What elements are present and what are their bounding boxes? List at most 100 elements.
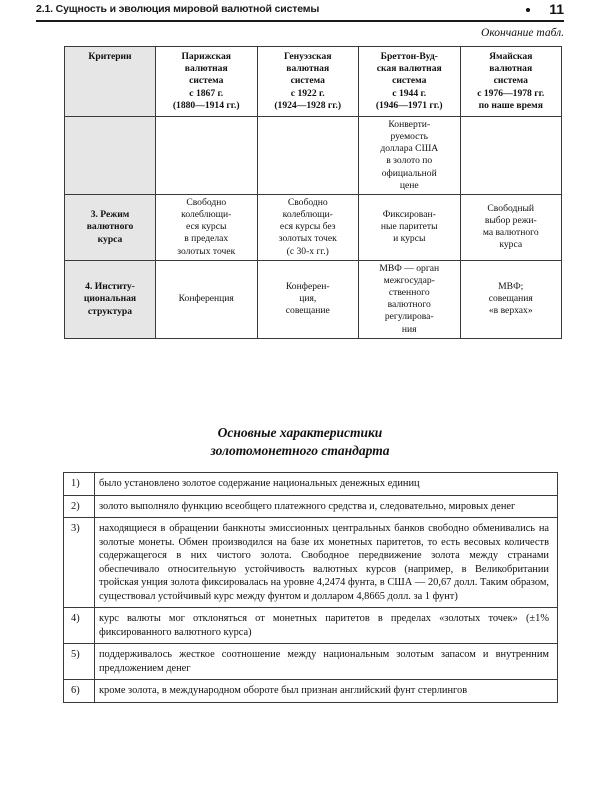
cell-line: совещания	[488, 293, 533, 305]
table-cell: Конверти-руемость доллара США в золото по о…	[358, 115, 461, 195]
cell-line: ция,	[299, 293, 317, 305]
cell-line: еся курсы без	[279, 221, 336, 233]
column-header-criteria: Критерии	[64, 46, 156, 117]
cell-line: золотых точек	[177, 245, 236, 257]
list-item-number: 3)	[63, 517, 95, 609]
table-header-row: Критерии Парижская валютная система с 1867 …	[64, 46, 562, 117]
list-item-text: золото выполняло функцию всеобщего плате…	[94, 494, 558, 519]
characteristics-heading-line-2: золотомонетного стандарта	[210, 443, 390, 459]
cell-line: ственного	[388, 287, 430, 299]
cell-line: колеблющи-	[181, 209, 232, 221]
cell-line: Фиксирован-	[382, 209, 436, 221]
list-item: 6) кроме золота, в международном обороте …	[63, 679, 558, 703]
list-item-text: поддерживалось жесткое соотношение между…	[94, 643, 558, 681]
column-header-jamaica: Ямайская валютная система с 1976—1978 гг. по…	[459, 46, 562, 117]
characteristics-heading: Основные характеристики золотомонетного …	[0, 424, 600, 460]
cell-line: (1946—1971 гг.)	[375, 99, 443, 111]
table-row: Конверти-руемость доллара США в золото по о…	[64, 115, 562, 195]
table-continuation-note: Окончание табл.	[481, 27, 564, 39]
cell-line: Конференция	[178, 293, 234, 305]
list-item-number: 4)	[63, 607, 95, 645]
cell-line: выбор режи-	[484, 215, 537, 227]
gold-standard-characteristics-list: 1) было установлено золотое содержание на…	[63, 472, 558, 703]
cell-line: ская валютная	[376, 63, 442, 75]
cell-line: руемость	[390, 131, 429, 143]
cell-line: (1924—1928 гг.)	[274, 99, 342, 111]
cell-line: курса	[499, 239, 523, 251]
cell-line: и курсы	[393, 233, 426, 245]
list-item-text: было установлено золотое содержание наци…	[94, 472, 558, 496]
cell-line: по наше время	[478, 99, 543, 111]
table-cell: Конференция	[155, 259, 258, 339]
cell-line: с 1922 г.	[290, 87, 325, 99]
cell-line: еся курсы	[186, 221, 227, 233]
cell-line: 4. Институ-	[85, 280, 135, 292]
cell-line: валютного	[387, 299, 431, 311]
cell-line: официальной	[381, 167, 437, 179]
cell-line: (с 30-х гг.)	[286, 245, 329, 257]
table-cell: Свободно колеблющи-еся курсы без золотых т…	[256, 193, 359, 261]
list-item-text: курс валюты мог отклоняться от монетных …	[94, 607, 558, 645]
characteristics-list-body: 1) было установлено золотое содержание на…	[63, 472, 558, 703]
cell-line: ния	[401, 323, 417, 335]
header-rule	[36, 20, 564, 22]
cell-line: Конверти-	[388, 118, 431, 130]
cell-line: доллара США	[380, 143, 439, 155]
column-header-genoa: Генуэзская валютная система с 1922 г. (1924—…	[256, 46, 359, 117]
list-item: 2) золото выполняло функцию всеобщего пла…	[63, 494, 558, 519]
cell-line: система	[493, 75, 528, 87]
cell-line: ма валютного	[482, 227, 539, 239]
cell-line: золотых точек	[278, 233, 337, 245]
table-cell: Фиксирован-ные паритеты и курсы	[358, 193, 461, 261]
cell-line: в пределах	[184, 233, 229, 245]
table-cell: Свободный выбор режи-ма валютного курса	[459, 193, 562, 261]
list-item-text: находящиеся в обращении банкноты эмиссио…	[94, 517, 558, 609]
cell-line: в золото по	[386, 155, 433, 167]
cell-line: Критерии	[88, 51, 132, 62]
cell-line: Генуэзская	[283, 51, 332, 62]
page-number: 11	[549, 1, 564, 17]
cell-line: 3. Режим	[90, 208, 130, 220]
cell-line: Бреттон-Вуд-	[380, 51, 438, 62]
list-item: 1) было установлено золотое содержание на…	[63, 472, 558, 496]
cell-line: с 1944 г.	[392, 87, 427, 99]
header-bullet-icon	[526, 8, 530, 12]
table-row: 4. Институ-циональная структура Конференц…	[64, 259, 562, 339]
cell-line: совещание	[285, 305, 330, 317]
row-criteria-label	[64, 115, 156, 195]
table-cell: Конферен-ция, совещание	[256, 259, 359, 339]
cell-line: структура	[87, 305, 133, 317]
column-header-bretton-woods: Бреттон-Вуд-ская валютная система с 1944 г…	[358, 46, 461, 117]
characteristics-heading-line-1: Основные характеристики	[217, 425, 383, 440]
table-body: Конверти-руемость доллара США в золото по о…	[64, 115, 562, 339]
cell-line: Парижская	[181, 51, 232, 62]
cell-line: (1880—1914 гг.)	[172, 99, 240, 111]
row-criteria-label: 4. Институ-циональная структура	[64, 259, 156, 339]
cell-line: валютная	[489, 63, 533, 75]
table-cell: Свободно колеблющи-еся курсы в пределах зол…	[155, 193, 258, 261]
currency-systems-comparison-table: Критерии Парижская валютная система с 1867 …	[64, 46, 562, 339]
cell-line: система	[290, 75, 325, 87]
cell-line: МВФ;	[498, 281, 524, 292]
cell-line: Свободно	[287, 196, 328, 208]
column-header-paris: Парижская валютная система с 1867 г. (1880—1…	[155, 46, 258, 117]
cell-line: система	[189, 75, 224, 87]
cell-line: цене	[399, 179, 419, 191]
cell-line: циональная	[83, 293, 137, 305]
cell-line: валютная	[184, 63, 228, 75]
cell-line: валютного	[86, 221, 134, 233]
cell-line: межгосудар-	[383, 274, 435, 286]
list-item: 3) находящиеся в обращении банкноты эмисс…	[63, 517, 558, 609]
table-row: 3. Режим валютного курса Свободно колеблющи…	[64, 193, 562, 261]
running-header: 2.1. Сущность и эволюция мировой валютно…	[36, 1, 564, 25]
cell-line: Конферен-	[285, 281, 330, 292]
cell-line: Свободно	[186, 196, 227, 208]
cell-line: МВФ — орган	[379, 262, 440, 274]
cell-line: с 1976—1978 гг.	[477, 87, 545, 99]
table-cell: МВФ — орган межгосудар-ственного валютного…	[358, 259, 461, 339]
table-cell	[155, 115, 258, 195]
list-item-number: 2)	[63, 494, 95, 519]
page-title: 2.1. Сущность и эволюция мировой валютно…	[36, 3, 320, 15]
list-item-number: 5)	[63, 643, 95, 681]
list-item-text: кроме золота, в международном обороте бы…	[94, 679, 558, 703]
